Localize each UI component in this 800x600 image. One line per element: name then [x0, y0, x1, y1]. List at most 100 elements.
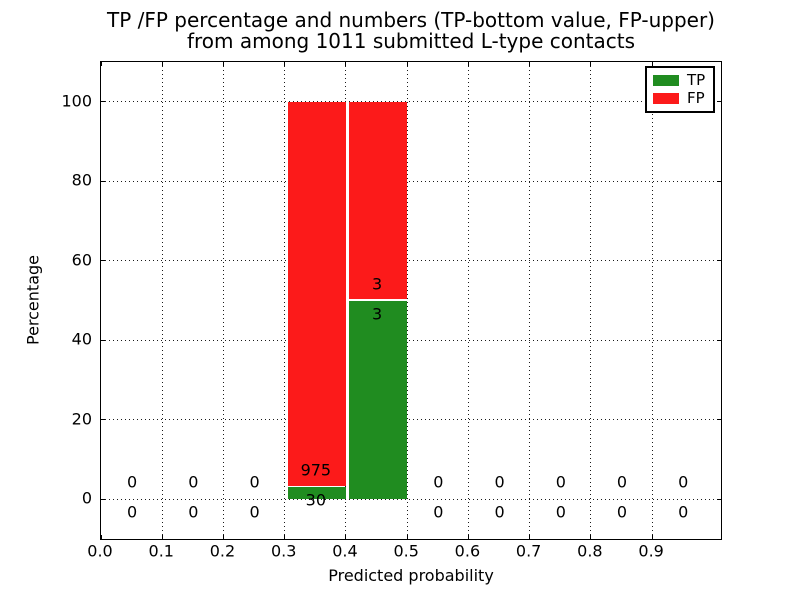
annotation-fp-count: 0	[188, 472, 199, 492]
gridline-vertical	[284, 62, 286, 539]
x-tick-label: 0.1	[148, 541, 174, 561]
y-tick-mark-right	[717, 498, 721, 500]
x-tick-label: 0.9	[638, 541, 664, 561]
annotation-fp-count: 0	[127, 472, 138, 492]
annotation-fp-count: 975	[300, 460, 332, 480]
plot-area	[100, 61, 722, 540]
legend-swatch-fp	[653, 93, 679, 105]
gridline-vertical	[222, 62, 224, 539]
x-tick-label: 0.2	[209, 541, 236, 561]
x-tick-mark	[222, 535, 224, 539]
x-axis-label: Predicted probability	[328, 566, 494, 585]
x-tick-mark-top	[651, 62, 653, 66]
annotation-fp-count: 0	[494, 472, 505, 492]
legend-item-label: TP	[687, 70, 706, 89]
annotation-tp-count: 0	[555, 502, 566, 522]
chart-title-line2: from among 1011 submitted L-type contact…	[186, 29, 636, 53]
x-tick-mark-top	[345, 62, 347, 66]
x-tick-label: 0.4	[332, 541, 358, 561]
gridline-vertical	[161, 62, 163, 539]
gridline-vertical	[467, 62, 469, 539]
annotation-fp-count: 3	[371, 274, 383, 293]
chart-title: TP /FP percentage and numbers (TP-bottom…	[100, 10, 722, 52]
gridline-horizontal	[101, 260, 721, 262]
x-tick-mark	[406, 535, 408, 539]
x-tick-mark-top	[161, 62, 163, 66]
x-tick-mark-top	[529, 62, 531, 66]
annotation-tp-count: 0	[494, 502, 505, 522]
x-tick-mark	[529, 535, 531, 539]
gridline-vertical	[590, 62, 592, 539]
gridline-horizontal	[101, 101, 721, 103]
y-axis-label: Percentage	[23, 254, 43, 346]
x-tick-mark-top	[590, 62, 592, 66]
x-tick-mark	[590, 535, 592, 539]
gridline-horizontal	[101, 498, 721, 500]
x-tick-mark	[651, 535, 653, 539]
x-tick-label: 0.3	[270, 541, 297, 561]
gridline-vertical	[651, 62, 653, 539]
y-tick-label: 20	[71, 409, 92, 429]
legend: TP FP	[645, 66, 715, 113]
annotation-tp-count: 30	[305, 490, 327, 510]
bar-tp-segment	[287, 487, 346, 500]
x-tick-mark	[467, 535, 469, 539]
legend-swatch-tp	[653, 74, 679, 86]
legend-item-fp: FP	[653, 91, 707, 106]
y-tick-label: 0	[81, 488, 92, 508]
x-tick-mark	[161, 535, 163, 539]
x-tick-mark-top	[406, 62, 408, 66]
legend-item-label: FP	[687, 89, 705, 108]
x-tick-mark-top	[467, 62, 469, 66]
y-tick-label: 80	[71, 170, 92, 190]
x-tick-mark-top	[284, 62, 286, 66]
annotation-tp-count: 0	[616, 502, 628, 522]
annotation-tp-count: 0	[433, 502, 444, 522]
y-tick-mark	[101, 498, 105, 500]
y-tick-label: 40	[71, 329, 92, 349]
annotation-tp-count: 0	[249, 502, 260, 522]
x-tick-label: 0.6	[454, 541, 481, 561]
y-tick-mark	[101, 339, 105, 341]
annotation-fp-count: 0	[249, 472, 260, 492]
gridline-vertical	[345, 62, 347, 539]
bar-tp-segment	[349, 300, 408, 500]
chart-title-line1: TP /FP percentage and numbers (TP-bottom…	[107, 8, 715, 32]
gridline-vertical	[406, 62, 408, 539]
x-tick-label: 0.7	[515, 541, 542, 561]
annotation-tp-count: 3	[371, 304, 383, 323]
y-tick-mark-right	[717, 101, 721, 103]
gridline-horizontal	[101, 180, 721, 182]
gridline-horizontal	[101, 419, 721, 421]
annotation-tp-count: 0	[678, 502, 689, 522]
bar-fp-segment	[349, 101, 408, 299]
legend-item-tp: TP	[653, 70, 707, 89]
x-tick-mark-top	[222, 62, 224, 66]
annotation-tp-count: 0	[188, 502, 199, 522]
x-tick-label: 0.0	[87, 541, 113, 561]
y-tick-mark-right	[717, 339, 721, 341]
x-tick-mark	[100, 535, 102, 539]
y-tick-mark	[101, 180, 105, 182]
x-tick-mark	[284, 535, 286, 539]
y-tick-mark-right	[717, 419, 721, 421]
annotation-tp-count: 0	[127, 502, 138, 522]
y-tick-mark	[101, 101, 105, 103]
annotation-fp-count: 0	[555, 472, 566, 492]
x-tick-label: 0.8	[577, 541, 603, 561]
x-tick-label: 0.5	[393, 541, 419, 561]
gridline-horizontal	[101, 339, 721, 341]
x-tick-mark-top	[100, 62, 102, 66]
y-tick-mark	[101, 260, 105, 262]
annotation-fp-count: 0	[433, 472, 444, 492]
annotation-fp-count: 0	[678, 472, 689, 492]
y-tick-label: 100	[61, 91, 92, 111]
gridline-vertical	[529, 62, 531, 539]
x-tick-mark	[345, 535, 347, 539]
y-tick-mark-right	[717, 180, 721, 182]
y-tick-mark	[101, 419, 105, 421]
annotation-fp-count: 0	[616, 472, 628, 492]
y-tick-label: 60	[71, 250, 92, 270]
bar-fp-segment	[287, 101, 346, 486]
